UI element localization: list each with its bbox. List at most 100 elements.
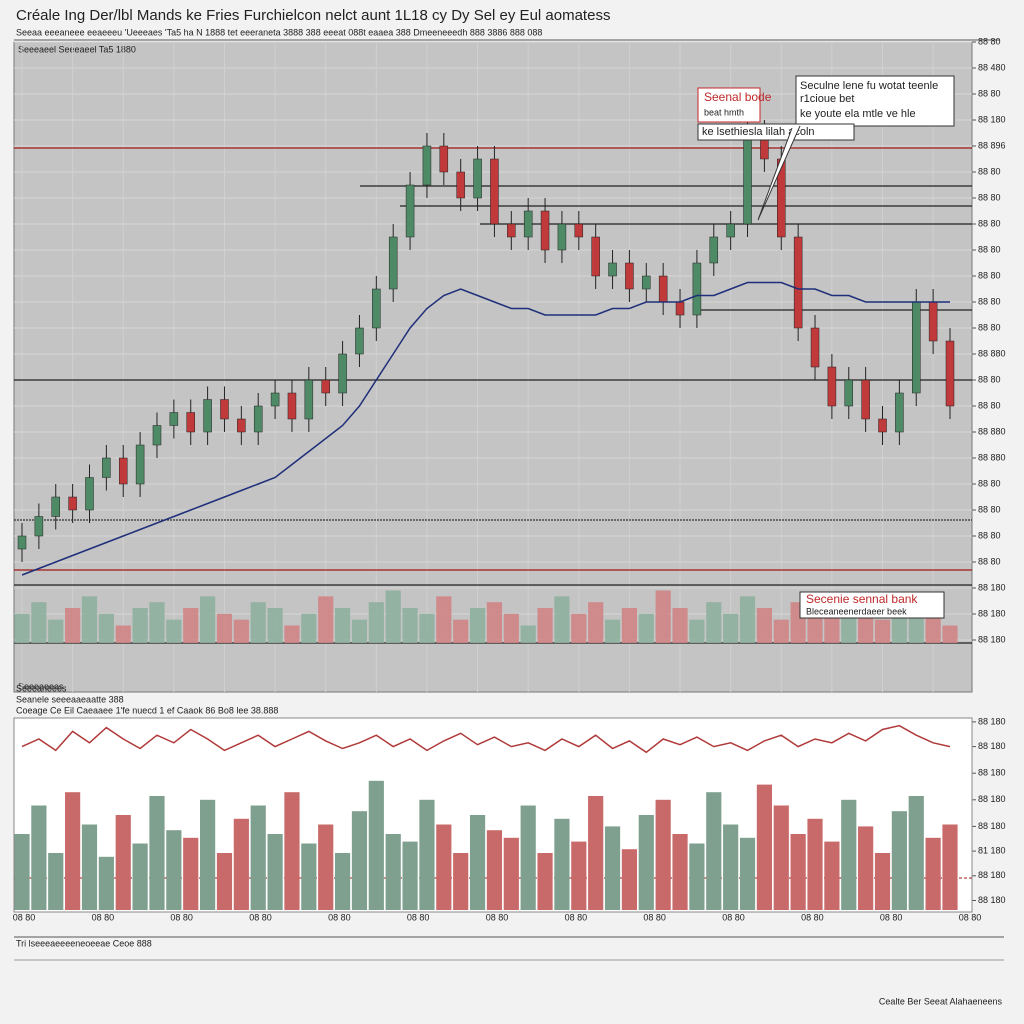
x-tick-label: 08 80 (722, 912, 745, 922)
x-tick-label: 08 80 (328, 912, 351, 922)
volume-bar (267, 608, 283, 643)
y-tick-label: 88 80 (978, 218, 1001, 228)
annotation: ke lsethiesla lilah acoln (702, 126, 815, 138)
candle-body (34, 516, 44, 537)
bar (31, 805, 47, 910)
bar (81, 824, 98, 910)
y-tick-label: 88 80 (978, 478, 1001, 488)
candle-body (237, 418, 246, 433)
x-tick-label: 08 80 (92, 912, 115, 922)
panel-footer: Seeeaeeas (18, 681, 64, 691)
bar (655, 799, 671, 910)
candle-body (490, 158, 499, 225)
volume-bar (453, 619, 469, 643)
volume-bar (807, 613, 823, 643)
bar (351, 811, 368, 910)
bar (65, 792, 81, 910)
candle-body (523, 210, 533, 238)
candle-body (152, 425, 162, 446)
bar (621, 849, 638, 910)
footnote: Tri lseeeaeeeeneoeeae Ceoe 888 (16, 938, 152, 948)
x-tick-label: 08 80 (13, 912, 36, 922)
candle-body (878, 418, 887, 433)
annotation-box (795, 75, 955, 127)
candle-body (338, 353, 347, 394)
candle-body (810, 327, 820, 368)
y-tick-label: 88 80 (978, 88, 1001, 98)
bar (419, 799, 435, 910)
candle-body (439, 145, 449, 173)
candle-body (912, 301, 921, 394)
volume-bar (402, 608, 418, 643)
candle-body (827, 366, 837, 407)
bar (149, 796, 165, 910)
bar (908, 796, 924, 910)
x-tick-label: 08 80 (801, 912, 824, 922)
bar (14, 834, 30, 910)
volume-bar (385, 590, 401, 643)
moving-average (21, 281, 950, 576)
volume-bar (14, 613, 30, 643)
bar (773, 805, 789, 910)
candle-body (422, 145, 432, 186)
bar (453, 853, 469, 910)
candle-body (270, 392, 280, 407)
candle-body (591, 236, 600, 277)
volume-bar (301, 613, 317, 643)
candle-body (625, 262, 634, 290)
candle-body (557, 223, 567, 251)
bar (250, 805, 266, 910)
y-tick-label: 88 180 (978, 114, 1006, 124)
bar (706, 792, 722, 910)
candle-body (253, 405, 263, 433)
candle-body (709, 236, 719, 264)
bar (469, 815, 486, 910)
marks (14, 120, 958, 910)
lower-label: Seeeaneees (16, 683, 67, 693)
bar (858, 826, 874, 910)
candle-body (220, 399, 229, 420)
y-tick-label: 88 180 (978, 870, 1006, 880)
volume-bar (874, 619, 891, 643)
volume-bar (503, 613, 519, 643)
bar (824, 841, 840, 910)
bar (571, 841, 587, 910)
candle-body (203, 399, 212, 433)
volume-bar (200, 596, 216, 643)
volume-bar (604, 619, 621, 643)
bar (436, 824, 452, 910)
candle-body (844, 379, 854, 407)
volume-bar (486, 602, 503, 643)
volume-bar (98, 613, 114, 643)
y-tick-label: 88 180 (978, 634, 1006, 644)
candle-body (135, 444, 145, 485)
volume-bar (183, 608, 199, 643)
chart-title: Créale Ing Der/lbl Mands ke Fries Furchi… (16, 7, 610, 24)
y-tick-label: 88 180 (978, 821, 1006, 831)
volume-bar (588, 602, 604, 643)
annotations: Seenal bode beat hmth Seculne lene fu wo… (697, 75, 955, 619)
annotation-box (697, 123, 855, 141)
x-tick-label: 08 80 (486, 912, 509, 922)
bar (723, 824, 739, 910)
volume-bar (250, 602, 266, 643)
y-tick-label: 88 180 (978, 716, 1006, 726)
volume-bar (284, 625, 300, 643)
candle-body (355, 327, 364, 355)
candle-body (574, 223, 584, 238)
bar (115, 815, 131, 910)
bar (318, 824, 334, 910)
annotation: r1cioue bet (800, 93, 854, 105)
y-tick-label: 88 180 (978, 608, 1006, 618)
candle-body (945, 340, 955, 407)
y-tick-label: 88 880 (978, 452, 1006, 462)
bar (301, 843, 317, 910)
volume-bar (537, 608, 553, 643)
bar (756, 784, 772, 910)
y-tick-label: 88 480 (978, 62, 1006, 72)
candle-body (540, 210, 550, 251)
bar (841, 799, 857, 910)
candle-body (102, 457, 111, 478)
